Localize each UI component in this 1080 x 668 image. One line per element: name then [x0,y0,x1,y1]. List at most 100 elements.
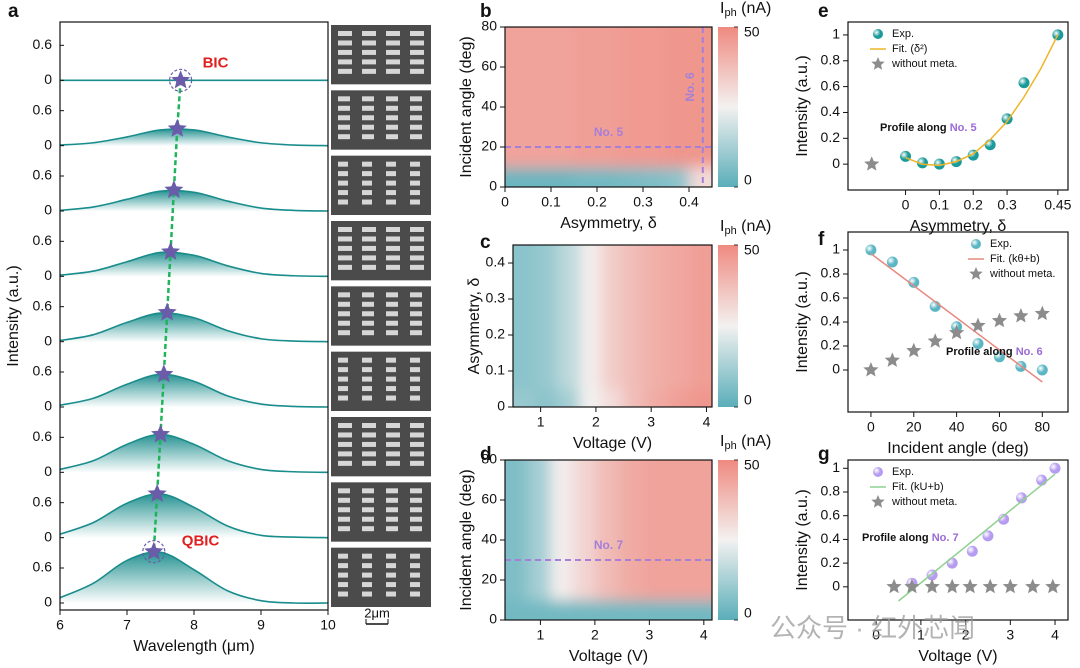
sem-bar [410,227,424,232]
spectrum-line [59,373,329,408]
sem-bar [362,320,374,326]
y-tick-label: 0.4 [821,530,841,546]
sem-bar [410,460,424,466]
x-axis-label: Voltage (V) [569,648,648,665]
exp-point [900,150,912,162]
plot-frame [512,244,713,408]
sem-bar [410,236,424,242]
y-tick-label: 0.6 [33,101,53,117]
colorbar-label-unit: (nA) [737,0,772,17]
sem-bar [362,451,376,457]
sem-bar [362,134,374,140]
x-tick-label: 4 [700,627,708,643]
sem-bar [338,255,352,261]
heatmap-cells [505,27,712,187]
sem-bar [362,68,376,74]
legend-label: without meta. [989,268,1055,280]
annotation: Profile along No. 5 [880,122,977,134]
y-tick-label: 80 [481,18,497,34]
x-tick-label: 0.45 [1044,197,1071,213]
y-tick-label: 1 [832,26,840,42]
sem-bar [338,516,350,522]
legend-marker [873,467,883,477]
exp-point [984,139,996,151]
sem-bar [386,451,400,457]
sem-bar [410,96,422,102]
sem-bar [386,105,398,111]
star-point [1025,578,1041,594]
legend-label: Exp. [990,238,1012,250]
y-tick-label: 20 [481,138,497,154]
x-axis-label: Incident angle (deg) [887,440,1028,457]
heatmap-cell [550,460,574,601]
sem-bar [410,68,424,74]
sem-bar [338,357,348,363]
sem-bar [410,563,420,569]
panel-label: b [480,1,492,22]
sem-bar [338,563,348,569]
sem-bar [362,591,372,597]
heatmap-cell [687,460,712,601]
star-point [970,317,986,333]
sem-bar [386,49,400,55]
sem-bar [362,124,374,130]
sem-bar [386,395,396,401]
colorbar-label: Iph (nA) [720,433,771,452]
sem-bar [338,591,348,597]
x-tick-label: 1 [917,627,925,643]
colorbar-label-unit: (nA) [737,433,772,450]
peak-star [161,241,181,260]
sem-bar [338,264,352,270]
x-tick-label: 0 [867,419,875,435]
x-tick-label: 8 [190,617,198,633]
sem-bar [338,423,352,428]
sem-bar [362,31,376,36]
sem-bar [386,591,396,597]
x-tick-label: 1 [537,627,545,643]
sem-bar [386,386,396,392]
sem-bar [362,367,372,373]
x-tick-label: 0.4 [679,194,699,210]
x-axis-label: Voltage (V) [918,648,997,665]
x-tick-label: 20 [906,419,922,435]
sem-bar [410,105,422,111]
heatmap-cell [667,245,691,390]
exp-point [908,276,920,288]
sem-bar [410,441,424,447]
sem-bar [410,301,422,307]
heatmap-cell [551,27,575,168]
heatmap-cell [601,245,625,390]
panel-label: e [818,1,829,22]
panel-label: f [818,229,825,250]
sem-bar [362,488,374,494]
sem-bar [386,171,396,177]
sem-bar [362,40,376,46]
heatmap [505,460,712,620]
sem-bar [362,245,376,251]
sem-bar [386,526,398,532]
sem-bar [338,124,350,130]
sem-bar [362,236,376,242]
sem-bar [362,357,372,363]
y-tick-label: 0 [832,578,840,594]
x-tick-label: 10 [320,617,336,633]
legend-marker [971,239,981,249]
heatmap [513,245,712,407]
y-axis-label: Intensity (a.u.) [794,271,811,372]
panel-label: c [480,232,491,253]
y-tick-label: 0 [44,267,52,283]
sem-bar [338,451,352,457]
sem-bar [386,330,398,336]
star-point [884,352,900,367]
sem-bar [386,68,400,74]
y-tick-label: 0.3 [486,290,506,306]
sem-bar [338,330,350,336]
curve-fill [60,129,328,147]
sem-bar [410,31,424,36]
y-tick-label: 0.2 [486,326,506,342]
exp-point [1001,113,1013,125]
y-tick-label: 40 [481,98,497,114]
sem-bar [362,171,372,177]
heatmap-cell [595,460,620,601]
